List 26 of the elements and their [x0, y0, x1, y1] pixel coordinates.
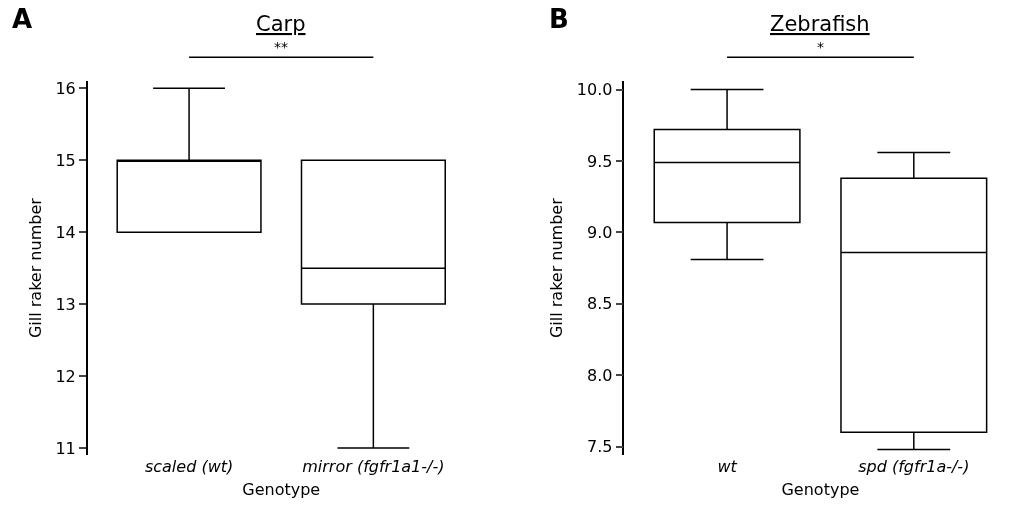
y-tick-label: 9.5 [586, 151, 613, 171]
chart-title: Carp [256, 12, 306, 36]
y-tick-label: 10.0 [576, 80, 613, 100]
text: B [549, 4, 569, 34]
x-tick-label: spd (fgfr1a-/-) [858, 457, 970, 477]
y-tick-label: 9.0 [586, 223, 613, 243]
y-tick-label: 15 [55, 150, 76, 170]
chart-title: Zebrafish [770, 12, 870, 36]
x-axis-title: Genotype [781, 479, 860, 499]
x-tick-label: scaled (wt) [144, 457, 234, 477]
y-tick-label: 11 [55, 438, 76, 458]
x-tick-label: mirror (fgfr1a1-/-) [302, 457, 445, 477]
y-tick-label: 7.5 [586, 437, 613, 457]
y-tick-label: 8.0 [586, 365, 613, 385]
text: * [817, 39, 824, 55]
y-tick-label: 13 [55, 294, 76, 314]
y-axis-title: Gill raker number [547, 197, 567, 339]
x-axis-title: Genotype [242, 479, 321, 499]
x-tick-label: wt [717, 457, 738, 477]
text: A [12, 4, 33, 34]
text: ** [274, 39, 288, 55]
y-tick-label: 8.5 [586, 294, 613, 314]
y-tick-label: 12 [55, 366, 76, 386]
y-tick-label: 14 [55, 222, 76, 242]
y-tick-label: 16 [55, 78, 76, 98]
y-axis-title: Gill raker number [25, 197, 45, 339]
